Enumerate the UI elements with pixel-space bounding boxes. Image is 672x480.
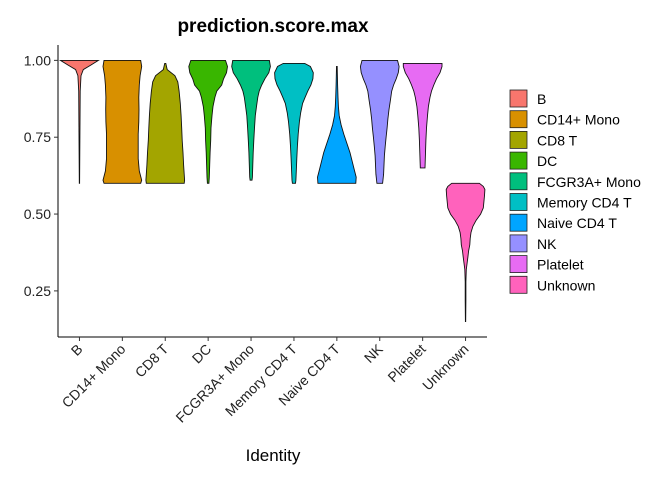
violin-platelet xyxy=(402,62,443,169)
x-tick-label: CD14+ Mono xyxy=(59,341,129,411)
legend-swatch xyxy=(509,213,528,232)
x-tick-label: CD8 T xyxy=(132,340,172,380)
legend-label: NK xyxy=(537,236,557,252)
legend-label: B xyxy=(537,91,546,107)
x-tick-label: B xyxy=(68,341,86,359)
legend-swatch xyxy=(509,130,528,149)
legend-swatch xyxy=(509,193,528,211)
chart-title: prediction.score.max xyxy=(177,16,369,37)
y-tick-label: 0.50 xyxy=(24,206,51,222)
legend-label: Naive CD4 T xyxy=(537,215,617,231)
legend-label: CD8 T xyxy=(537,132,578,148)
y-tick-label: 0.75 xyxy=(24,129,51,145)
violin-fcgr3a-mono xyxy=(231,59,271,181)
y-axis: 0.25 0.50 0.75 1.00 xyxy=(24,52,58,299)
x-tick-label: FCGR3A+ Mono xyxy=(172,341,257,426)
violin-unknown xyxy=(445,182,486,323)
plot-area xyxy=(58,59,486,323)
x-tick-label: DC xyxy=(189,341,215,367)
y-tick-label: 1.00 xyxy=(24,52,51,68)
legend-swatch xyxy=(509,234,528,253)
legend-swatch xyxy=(509,151,528,170)
violin-cd8-t xyxy=(145,62,186,184)
violin-naive-cd4-t xyxy=(317,66,357,184)
legend-swatch xyxy=(509,110,528,129)
violin-nk xyxy=(359,59,400,184)
legend-label: Platelet xyxy=(537,257,584,273)
violin-b xyxy=(58,59,100,184)
legend-swatch xyxy=(509,275,528,294)
legend: B CD14+ Mono CD8 T DC FCGR3A+ Mono Memory CD4… xyxy=(509,89,641,294)
violin-memory-cd4-t xyxy=(274,62,314,184)
violin-cd14-mono xyxy=(102,59,143,184)
legend-label: FCGR3A+ Mono xyxy=(537,174,641,190)
x-axis-title: Identity xyxy=(246,446,301,465)
legend-label: CD14+ Mono xyxy=(537,112,620,128)
legend-swatch xyxy=(509,255,528,274)
x-tick-label: NK xyxy=(361,340,387,366)
legend-swatch xyxy=(509,89,528,108)
x-tick-label: Unknown xyxy=(419,341,472,394)
legend-label: DC xyxy=(537,153,557,169)
legend-label: Memory CD4 T xyxy=(537,195,632,211)
legend-swatch xyxy=(509,172,528,191)
legend-label: Unknown xyxy=(537,277,595,293)
violin-dc xyxy=(188,59,228,184)
y-tick-label: 0.25 xyxy=(24,283,51,299)
